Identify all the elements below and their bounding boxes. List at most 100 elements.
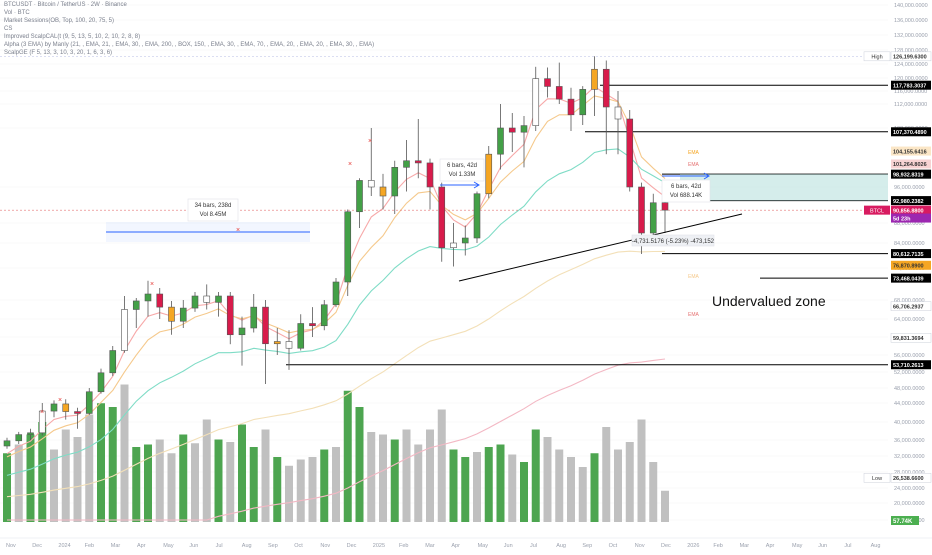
header-line-scalp[interactable]: Improved ScalpCAL(t (9, 5, 13, 5, 10, 2,… — [4, 34, 141, 40]
ema-tag-2: EMA — [688, 274, 700, 280]
price-badge-5: 98,932.8319 — [891, 169, 931, 179]
svg-text:5d 23h: 5d 23h — [893, 216, 911, 222]
x-tick-label-24: Nov — [635, 543, 645, 549]
volume-bar-5 — [61, 429, 70, 522]
volume-bar-19 — [226, 442, 235, 522]
volume-bar-17 — [202, 419, 211, 522]
candle-35 — [414, 119, 422, 179]
candle-28 — [332, 278, 340, 308]
volume-bar-40 — [473, 452, 481, 522]
header-line-ema[interactable]: Alpha (3 EMA) by Manly (21, , EMA, 21, ,… — [4, 42, 375, 48]
candle-45 — [532, 66, 540, 131]
y-tick-label-23: 28,000.0000 — [894, 470, 925, 476]
volume-bar-35 — [414, 444, 423, 522]
x-tick-label-1: Dec — [32, 543, 42, 549]
demand-zone — [680, 174, 888, 201]
candle-10 — [121, 296, 128, 353]
measure-box-mid[interactable]: 6 bars, 42d Vol 1.33M — [439, 158, 485, 182]
candle-14 — [168, 300, 175, 335]
x-tick-label-31: Jun — [818, 543, 827, 549]
candle-3 — [38, 403, 46, 436]
volume-bar-38 — [449, 449, 458, 522]
candle-9 — [109, 346, 117, 376]
x-tick-label-13: Dec — [347, 543, 357, 549]
volume-bar-30 — [355, 407, 364, 522]
price-badge-14: 53,710.2613 — [891, 360, 931, 370]
svg-text:76,870.8900: 76,870.8900 — [893, 263, 924, 269]
volume-bar-45 — [531, 429, 540, 522]
volume-bar-43 — [508, 454, 517, 522]
header-line-volume[interactable]: Vol · BTC — [4, 10, 30, 16]
x-tick-label-15: Feb — [399, 543, 408, 549]
y-tick-label-13: 68,000.0000 — [894, 298, 925, 304]
candle-50 — [591, 56, 598, 116]
volume-bar-44 — [520, 462, 528, 522]
x-tick-label-18: May — [478, 543, 489, 549]
candle-17 — [203, 284, 211, 310]
header-line-symbol[interactable]: BTCUSDT · Bitcoin / TetherUS · 2W · Bina… — [4, 2, 127, 8]
candle-7 — [85, 388, 93, 415]
x-tick-label-22: Sep — [582, 543, 592, 549]
header-line-sessions[interactable]: Market Sessions(OB, Top, 100, 20, 75, 5) — [4, 18, 114, 24]
ema-line-1 — [6, 95, 666, 458]
volume-bar-24 — [285, 465, 293, 522]
x-tick-label-5: Apr — [137, 543, 146, 549]
candle-6 — [74, 407, 81, 429]
svg-text:26,538.6600: 26,538.6600 — [893, 476, 924, 482]
trendline-support — [458, 213, 743, 282]
candle-44 — [520, 116, 528, 168]
volume-bar-13 — [155, 439, 164, 522]
volume-bar-6 — [73, 437, 82, 522]
price-axis[interactable]: 140,000.0000 136,000.0000 132,000.0000 128,… — [863, 0, 932, 550]
measure-left-line1: 34 bars, 238d — [195, 203, 232, 209]
x-tick-label-12: Nov — [320, 543, 330, 549]
candle-34 — [403, 140, 410, 192]
svg-text:98,932.8319: 98,932.8319 — [893, 172, 924, 178]
candle-13 — [156, 288, 164, 319]
x-tick-label-16: Mar — [425, 543, 435, 549]
volume-bar-0 — [3, 453, 11, 522]
measure-mid-line2: Vol 1.33M — [449, 172, 476, 178]
candle-40 — [473, 191, 481, 243]
volume-bar-37 — [437, 409, 446, 522]
volume-bar-53 — [625, 442, 634, 522]
y-tick-label-5: 120,000.0000 — [894, 76, 928, 82]
volume-bar-26 — [308, 457, 317, 522]
svg-text:80,612.7135: 80,612.7135 — [893, 252, 924, 258]
measure-box-left[interactable]: 34 bars, 238d Vol 8.45M — [187, 198, 239, 222]
candle-53 — [626, 110, 634, 192]
measure-box-drop[interactable]: -4,731.5176 (-5.23%) -473,152 — [631, 234, 715, 247]
candle-15 — [179, 300, 187, 328]
x-tick-label-7: Jun — [189, 543, 198, 549]
volume-bar-11 — [132, 447, 141, 522]
volume-bars — [3, 384, 669, 522]
y-tick-label-6: 116,000.0000 — [894, 89, 927, 95]
header-line-cs[interactable]: CS — [4, 26, 13, 32]
volume-bar-56 — [661, 490, 669, 522]
undervalued-zone-label: Undervalued zone — [712, 293, 826, 309]
candle-47 — [555, 62, 563, 104]
price-badge-prefix-15: Low — [872, 476, 882, 482]
price-badge-prefix-0: High — [871, 55, 882, 61]
x-tick-label-10: Sep — [268, 543, 278, 549]
volume-bar-29 — [343, 390, 352, 522]
volume-bar-27 — [320, 449, 329, 522]
header-line-scalpge[interactable]: ScalpGE (F 5, 13, 3, 10, 3, 20, 1, 6, 3,… — [4, 50, 113, 56]
y-tick-label-20: 40,000.0000 — [894, 420, 925, 426]
x-tick-label-3: Feb — [85, 543, 94, 549]
measure-mid-line1: 6 bars, 42d — [447, 163, 477, 169]
x-tick-label-11: Oct — [294, 543, 303, 549]
signal-marker-1: × — [58, 397, 62, 404]
volume-bar-1 — [14, 444, 23, 522]
svg-text:73,468.0439: 73,468.0439 — [893, 276, 924, 282]
svg-text:107,370.4890: 107,370.4890 — [893, 130, 927, 136]
price-badge-10: 76,870.8900 — [891, 260, 931, 270]
candle-32 — [379, 173, 387, 210]
svg-text:126,199.6300: 126,199.6300 — [893, 55, 927, 61]
horizontal-levels — [0, 56, 888, 366]
volume-bar-47 — [555, 449, 564, 522]
time-axis[interactable]: Nov Dec 2024 Feb Mar Apr May Jun Jul Aug Sep Oct Nov… — [0, 537, 932, 549]
measure-box-right[interactable]: 6 bars, 42d Vol 688.14K — [661, 179, 711, 203]
